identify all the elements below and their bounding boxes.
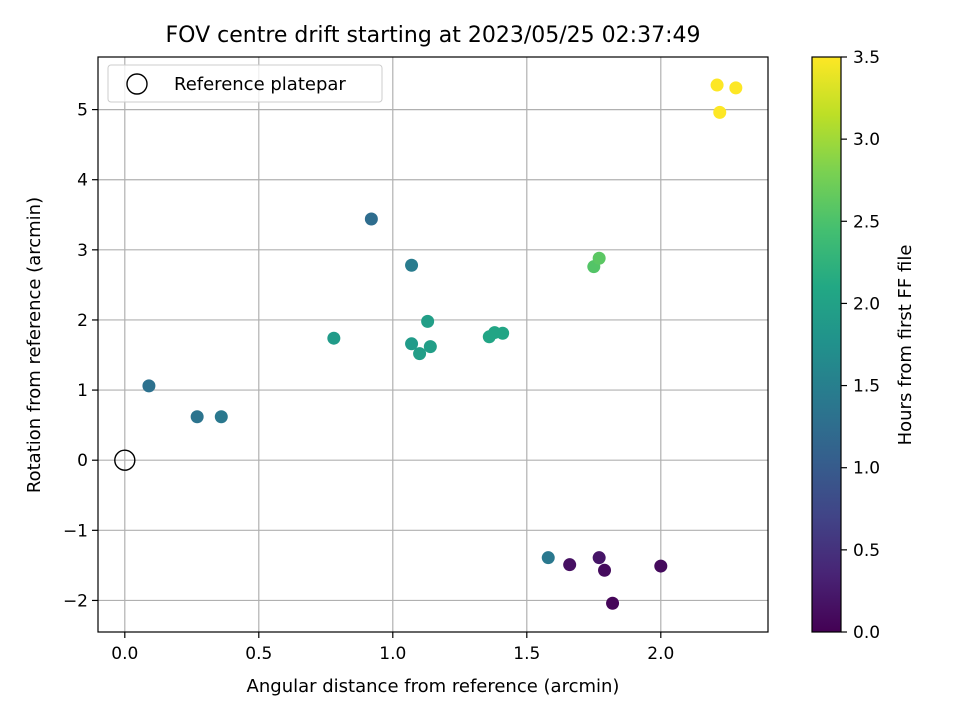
data-point [413, 347, 427, 361]
colorbar-gradient [811, 56, 842, 633]
data-point [405, 258, 419, 272]
data-point [496, 326, 510, 340]
x-axis-ticks: 0.0 0.5 1.0 1.5 2.0 [111, 632, 674, 664]
data-point [592, 551, 606, 565]
colorbar-tick-label: 0.5 [853, 541, 880, 561]
data-point [598, 563, 612, 577]
y-tick-label: −1 [63, 521, 88, 541]
data-points [114, 78, 743, 610]
data-point [563, 558, 577, 572]
data-point [710, 78, 724, 92]
x-tick-label: 0.0 [111, 644, 138, 664]
y-tick-label: 1 [77, 381, 88, 401]
y-tick-label: 3 [77, 241, 88, 261]
colorbar-label: Hours from first FF file [895, 245, 916, 446]
x-tick-label: 2.0 [647, 644, 674, 664]
data-point [713, 105, 727, 119]
colorbar-tick-label: 0.0 [853, 623, 880, 643]
colorbar-ticks: 0.0 0.5 1.0 1.5 2.0 2.5 3.0 3.5 [841, 48, 880, 643]
data-point [541, 551, 555, 565]
y-axis-label: Rotation from reference (arcmin) [24, 197, 45, 493]
colorbar-tick-label: 2.5 [853, 212, 880, 232]
data-point [364, 212, 378, 226]
data-point [606, 596, 620, 610]
data-point [214, 410, 228, 424]
data-point [405, 337, 419, 351]
colorbar-tick-label: 3.5 [853, 48, 880, 68]
data-point [592, 251, 606, 265]
y-tick-label: 5 [77, 101, 88, 121]
colorbar: 0.0 0.5 1.0 1.5 2.0 2.5 3.0 3.5 Hours from firs… [811, 48, 916, 643]
data-point [421, 314, 435, 328]
legend-box [107, 64, 383, 103]
data-point [654, 559, 668, 573]
reference-platepar-marker [114, 449, 136, 471]
legend: Reference platepar [107, 64, 383, 103]
colorbar-tick-label: 1.0 [853, 459, 880, 479]
y-tick-label: 4 [77, 171, 88, 191]
legend-marker [126, 73, 148, 95]
data-point [729, 81, 743, 95]
colorbar-tick-label: 2.0 [853, 294, 880, 314]
data-point [190, 410, 204, 424]
colorbar-tick-label: 3.0 [853, 130, 880, 150]
data-point [327, 331, 341, 345]
colorbar-tick-label: 1.5 [853, 377, 880, 397]
y-tick-label: −2 [63, 591, 88, 611]
y-tick-label: 0 [77, 451, 88, 471]
x-tick-label: 1.5 [513, 644, 540, 664]
x-axis-label: Angular distance from reference (arcmin) [247, 676, 620, 697]
plot-frame [97, 56, 769, 633]
chart-title: FOV centre drift starting at 2023/05/25 … [166, 23, 701, 48]
legend-label: Reference platepar [174, 74, 346, 95]
x-tick-label: 0.5 [245, 644, 272, 664]
data-point [423, 340, 437, 354]
y-axis-ticks: −2 −1 0 1 2 3 4 5 [63, 101, 98, 611]
x-tick-label: 1.0 [379, 644, 406, 664]
y-tick-label: 2 [77, 311, 88, 331]
grid [98, 57, 768, 632]
data-point [142, 379, 156, 393]
